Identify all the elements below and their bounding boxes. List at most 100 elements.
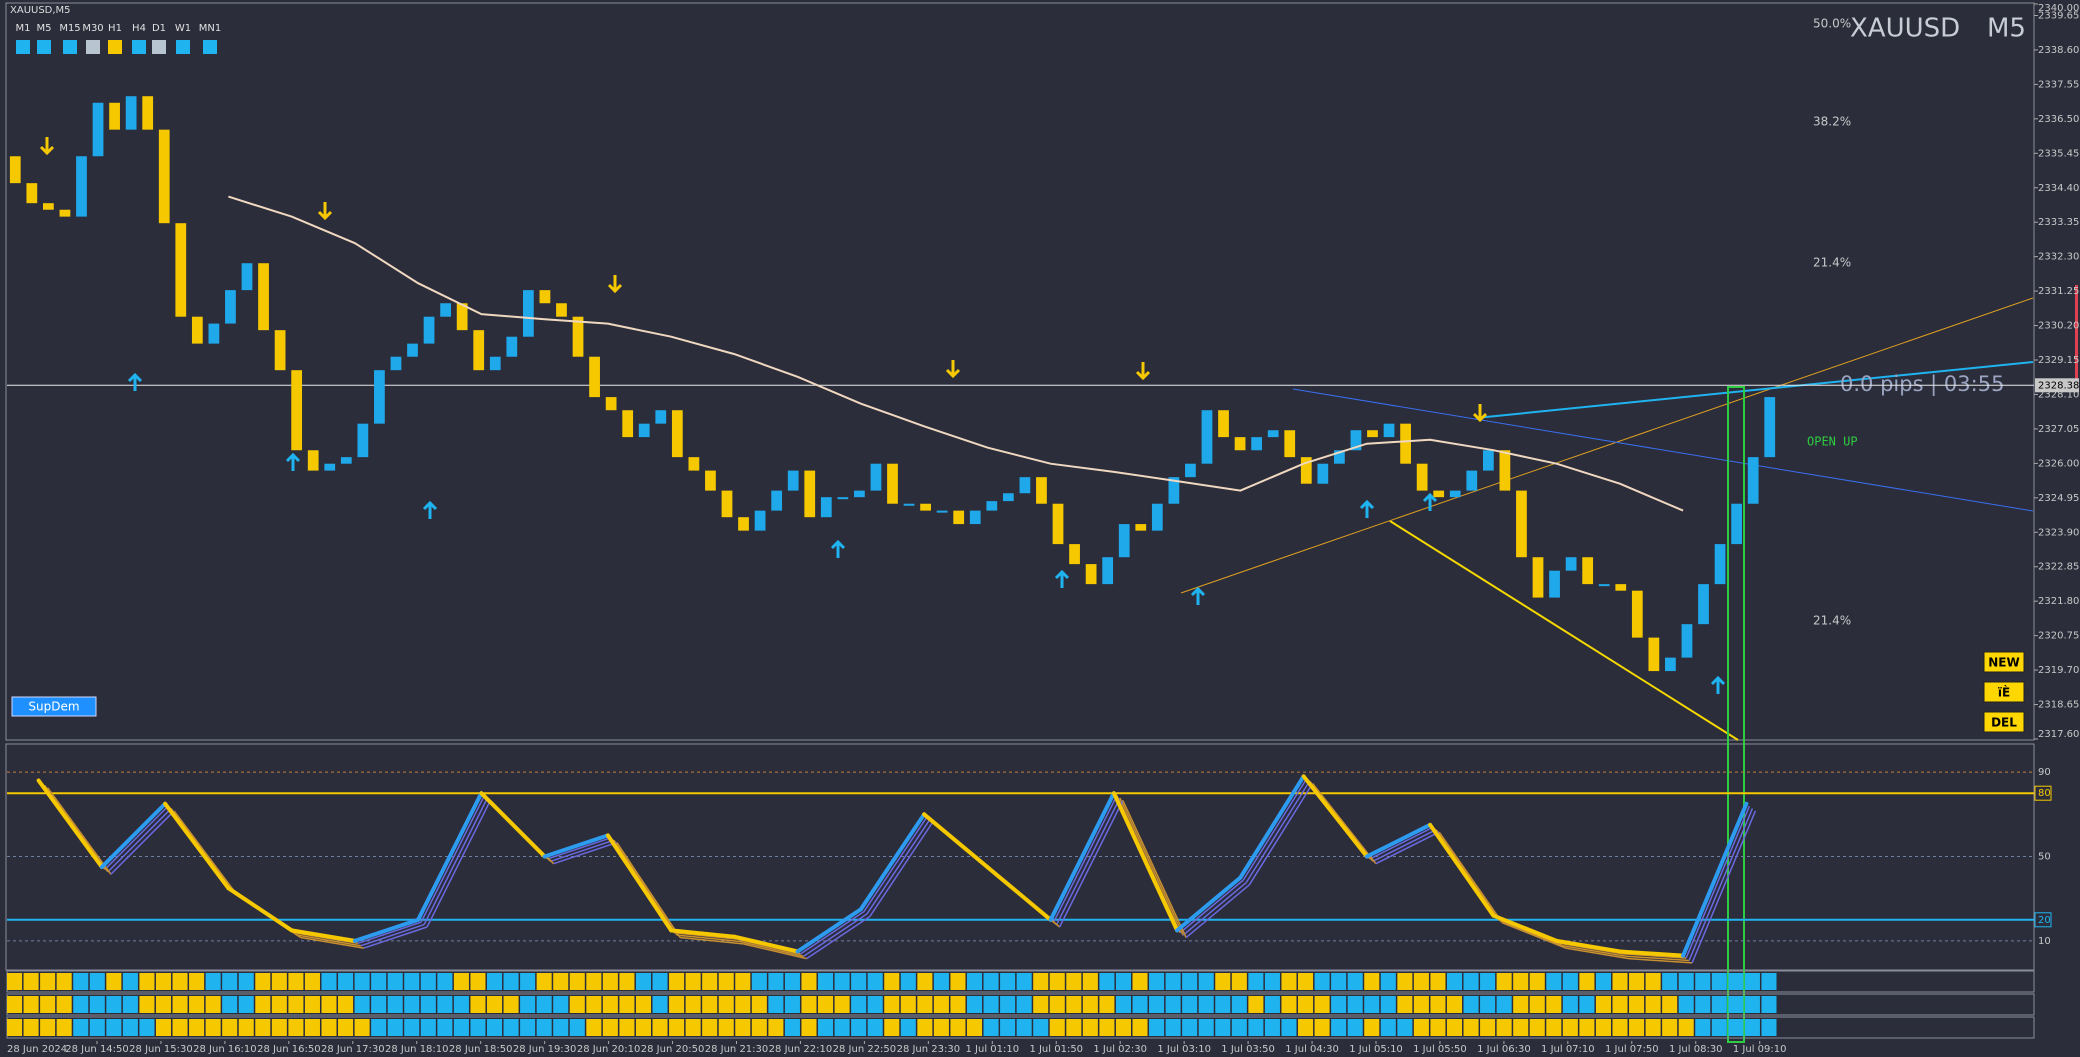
state-cell — [1033, 996, 1049, 1013]
state-cell — [1264, 973, 1280, 990]
moving-average — [228, 195, 1684, 512]
state-cell — [1149, 973, 1165, 990]
state-cell — [1496, 1019, 1512, 1036]
state-cell — [685, 996, 701, 1013]
state-cell — [189, 973, 205, 990]
button-bg[interactable] — [1983, 651, 2025, 673]
oscillator-segment — [1428, 822, 1496, 918]
x-tick-label: 28 Jun 23:30 — [897, 1044, 961, 1055]
ie-button[interactable]: ïÈ — [1983, 681, 2025, 703]
oscillator-trail — [426, 800, 492, 928]
state-cell — [122, 973, 138, 990]
button-label[interactable]: ïÈ — [1998, 685, 2010, 700]
candle — [787, 470, 799, 491]
current-price-box — [2035, 378, 2079, 393]
state-cell — [1446, 996, 1463, 1013]
candle — [1350, 430, 1362, 451]
state-cell — [1480, 973, 1496, 990]
y-tick-label: 2335.45 — [2038, 148, 2079, 159]
candle — [705, 470, 716, 491]
state-cell — [1331, 973, 1347, 990]
button-label[interactable]: NEW — [1988, 656, 2019, 670]
state-cell — [222, 1019, 238, 1036]
main-pane — [5, 2, 2035, 741]
x-tick-label: 28 Jun 14:50 — [65, 1044, 129, 1055]
state-cell — [437, 1019, 453, 1036]
x-tick-label: 1 Jul 03:10 — [1157, 1044, 1211, 1055]
state-cell — [884, 973, 900, 990]
period: M5 — [1987, 14, 2026, 44]
state-cell — [503, 973, 519, 990]
state-cell — [1115, 973, 1131, 990]
state-cell — [1645, 973, 1661, 990]
candle — [1482, 450, 1494, 471]
x-tick-label: 1 Jul 04:30 — [1285, 1044, 1339, 1055]
state-cell — [288, 1019, 304, 1036]
state-cell — [1529, 973, 1545, 990]
candle — [374, 370, 385, 424]
state-cell — [950, 973, 966, 990]
button-label[interactable]: SupDem — [28, 700, 79, 714]
oscillator-trail — [1565, 947, 1629, 960]
oscillator-segment — [542, 833, 610, 859]
oscillator-trail — [863, 816, 928, 913]
y-tick-label: 2333.35 — [2038, 217, 2079, 228]
signal-arrow — [1135, 362, 1151, 381]
button-bg[interactable] — [1983, 711, 2025, 733]
level-box — [2034, 785, 2052, 801]
state-cell — [255, 973, 271, 990]
state-cell — [718, 1019, 734, 1036]
state-cell — [40, 996, 56, 1013]
state-cell — [1546, 973, 1562, 990]
x-tick-label: 1 Jul 02:30 — [1093, 1044, 1147, 1055]
candle — [1681, 624, 1693, 658]
state-cell — [189, 996, 205, 1013]
state-cell — [569, 996, 585, 1013]
state-cell — [1347, 996, 1363, 1013]
button-bg[interactable] — [1983, 681, 2025, 703]
supdem-button[interactable]: SupDem — [11, 696, 97, 717]
del-button[interactable]: DEL — [1983, 711, 2025, 733]
state-cell — [1562, 1019, 1578, 1036]
state-cell — [1595, 1019, 1611, 1036]
state-cell — [1066, 1019, 1082, 1036]
oscillator-segment — [1617, 949, 1686, 958]
new-button[interactable]: NEW — [1983, 651, 2025, 673]
x-tick-label: 1 Jul 07:50 — [1605, 1044, 1659, 1055]
state-cell — [1347, 1019, 1363, 1036]
state-cell — [735, 1019, 751, 1036]
candle — [539, 290, 551, 304]
state-cell — [1430, 973, 1446, 990]
candle — [887, 463, 898, 504]
oscillator-trail — [869, 821, 934, 917]
button-label[interactable]: DEL — [1991, 716, 2017, 730]
candle — [241, 263, 253, 291]
oscillator-trail — [1438, 831, 1503, 924]
oscillator-segment — [1111, 791, 1180, 933]
state-cell — [933, 973, 949, 990]
state-cell — [851, 973, 867, 990]
state-cell — [1281, 973, 1297, 990]
candle — [1085, 564, 1097, 585]
timeframe-indicator — [176, 40, 190, 54]
state-cell — [23, 996, 39, 1013]
candle — [1383, 423, 1395, 438]
state-cell — [470, 1019, 486, 1036]
state-cell — [536, 1019, 552, 1036]
x-tick-label: 28 Jun 20:10 — [577, 1044, 641, 1055]
oscillator-trail — [1562, 944, 1626, 957]
candle — [1466, 470, 1478, 491]
state-cell — [1595, 996, 1611, 1013]
button-bg[interactable] — [11, 696, 97, 717]
state-cell — [437, 996, 453, 1013]
state-cell — [7, 996, 23, 1013]
candle — [1433, 490, 1445, 498]
signal-arrow — [1054, 569, 1070, 588]
state-cell — [23, 1019, 39, 1036]
oscillator-trail — [300, 936, 364, 949]
state-cell — [520, 996, 536, 1013]
oscillator-trail — [1052, 795, 1118, 923]
oscillator-trail — [1058, 800, 1124, 928]
state-cell — [1281, 996, 1297, 1013]
state-cell — [1513, 1019, 1529, 1036]
